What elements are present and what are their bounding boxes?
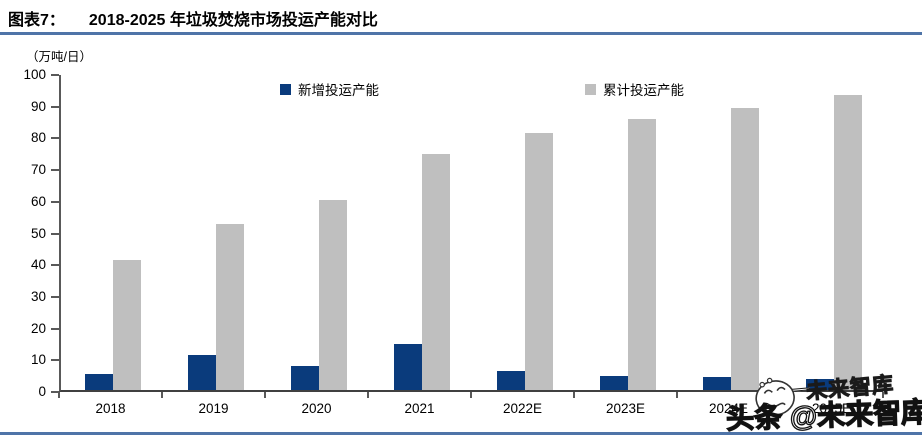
y-axis: 0 10 20 30 40 50 60 70 80 90 100 [0,67,59,399]
x-tick-mark-3 [367,392,369,398]
x-tick-label-2021: 2021 [404,401,435,416]
x-tick-mark-7 [779,392,781,398]
bottom-rule [0,432,922,435]
bar-new-2024E [702,377,731,390]
x-tick-label-2025E: 2025E [811,401,852,416]
y-tick-mark-30 [51,295,59,298]
y-tick-label-10: 10 [30,352,46,368]
bar-new-2020 [290,366,319,390]
y-tick-label-100: 100 [23,67,46,82]
y-tick-mark-60 [51,200,59,203]
figure-header: 图表7： 2018-2025 年垃圾焚烧市场投运产能对比 [8,6,378,30]
y-tick-mark-20 [51,327,59,330]
y-tick-mark-40 [51,264,59,267]
y-tick-mark-50 [51,232,59,235]
y-tick-mark-10 [51,359,59,362]
legend-item-cumulative-capacity: 累计投运产能 [585,79,684,99]
figure-label: 图表7： [8,12,65,29]
x-tick-label-2022E: 2022E [502,401,543,416]
x-tick-label-2019: 2019 [198,401,229,416]
bar-cumulative-2025E [833,95,862,390]
x-tick-mark-4 [470,392,472,398]
x-axis: 2018 2019 2020 2021 2022E 2023E 2024E 2025E [58,392,884,434]
bar-new-2018 [84,374,113,390]
y-tick-label-60: 60 [30,193,46,209]
legend-swatch-new-capacity [280,83,291,95]
title-underline [0,32,922,35]
x-tick-mark-0 [58,392,60,398]
bar-cumulative-2024E [730,108,759,390]
y-tick-mark-90 [51,105,59,108]
bar-cumulative-2022E [524,133,553,390]
y-tick-mark-100 [51,74,59,76]
x-tick-mark-5 [573,392,575,398]
y-tick-label-40: 40 [30,257,46,273]
bar-new-2023E [599,376,628,390]
y-tick-mark-80 [51,137,59,140]
bar-cumulative-2018 [112,260,141,390]
bar-new-2021 [393,344,422,390]
bar-cumulative-2021 [421,154,450,390]
plot-area [59,75,883,392]
bar-new-2025E [805,379,834,390]
y-tick-label-0: 0 [38,384,46,399]
legend-item-new-capacity: 新增投运产能 [280,79,379,99]
legend-label-new-capacity: 新增投运产能 [298,83,379,98]
y-tick-label-70: 70 [30,162,46,178]
x-tick-label-2018: 2018 [95,401,126,416]
y-tick-label-50: 50 [30,225,46,241]
bar-cumulative-2023E [627,119,656,390]
y-tick-mark-70 [51,169,59,172]
x-tick-label-2024E: 2024E [708,401,749,416]
bar-new-2019 [187,355,216,390]
y-tick-label-30: 30 [30,288,46,304]
x-tick-mark-2 [264,392,266,398]
legend-swatch-cumulative-capacity [585,83,596,95]
bar-new-2022E [496,371,525,390]
x-tick-mark-1 [161,392,163,398]
x-tick-mark-6 [676,392,678,398]
y-axis-unit-label: （万吨/日） [26,50,92,64]
x-tick-mark-8 [882,392,884,398]
y-tick-label-20: 20 [30,320,46,336]
y-tick-mark-0 [51,391,59,393]
legend-label-cumulative-capacity: 累计投运产能 [603,83,684,98]
y-tick-label-80: 80 [30,130,46,146]
bar-cumulative-2019 [215,224,244,390]
bar-cumulative-2020 [318,200,347,390]
figure-title: 2018-2025 年垃圾焚烧市场投运产能对比 [88,12,378,29]
x-tick-label-2020: 2020 [301,401,332,416]
x-tick-label-2023E: 2023E [605,401,646,416]
y-tick-label-90: 90 [30,98,46,114]
